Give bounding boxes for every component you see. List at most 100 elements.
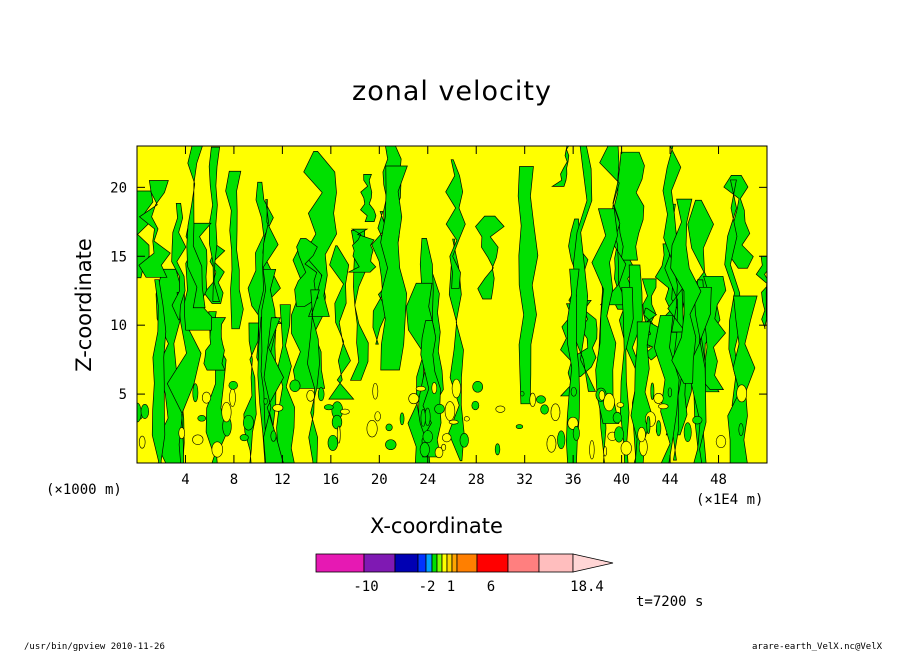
x-tick-label: 36: [565, 472, 582, 488]
small-cell: [221, 402, 232, 423]
small-cell: [197, 415, 207, 422]
y-tick-label: 5: [119, 387, 127, 403]
colorbar-segment: [417, 553, 427, 573]
small-cell: [451, 378, 462, 399]
small-cell: [327, 434, 339, 451]
negative-region: [380, 165, 408, 371]
small-cell: [459, 432, 469, 448]
small-cell: [408, 393, 420, 405]
small-cell: [570, 386, 577, 397]
colorbar-label: -2: [419, 579, 436, 595]
small-cell: [239, 434, 249, 442]
small-cell: [650, 382, 655, 400]
negative-region: [475, 215, 505, 300]
y-axis-label: Z-coordinate: [72, 238, 96, 372]
colorbar-segment: [441, 553, 448, 573]
small-cell: [519, 391, 525, 397]
x-axis-label: X-coordinate: [370, 514, 503, 538]
colorbar-segment: [425, 553, 433, 573]
chart-title: zonal velocity: [352, 76, 552, 107]
small-cell: [306, 389, 315, 402]
small-cell: [340, 408, 350, 415]
small-cell: [444, 401, 456, 421]
negative-region: [445, 159, 466, 289]
small-cell: [385, 423, 393, 432]
negative-region: [138, 180, 171, 278]
colorbar-arrow: [572, 553, 614, 573]
negative-region: [205, 311, 228, 463]
small-cell: [598, 390, 606, 401]
small-cell: [424, 407, 431, 426]
negative-region: [307, 289, 320, 463]
x-tick-label: 8: [230, 472, 238, 488]
small-cell: [736, 384, 748, 403]
small-cell: [614, 426, 624, 443]
x-tick-label: 4: [181, 472, 189, 488]
small-cell: [612, 411, 622, 424]
x-axis: 4 8 12 16 20 24 28 32 36 40 44 48: [181, 146, 727, 488]
colorbar-segment: [394, 553, 419, 573]
small-cell: [201, 391, 211, 404]
x-tick-label: 20: [371, 472, 388, 488]
colorbar-segment: [363, 553, 396, 573]
small-cell: [495, 405, 506, 413]
x-tick-label: 24: [419, 472, 436, 488]
y-axis: 5 10 15 20: [110, 180, 767, 403]
small-cell: [572, 426, 580, 441]
small-cell: [463, 416, 470, 422]
small-cell: [546, 434, 557, 453]
small-cell: [442, 433, 452, 443]
small-cell: [138, 435, 146, 449]
small-cell: [434, 446, 444, 459]
small-cell: [637, 427, 646, 443]
small-cell: [399, 412, 405, 426]
small-cell: [656, 420, 662, 437]
negative-region: [203, 317, 227, 371]
small-cell: [589, 440, 595, 460]
small-cell: [415, 386, 426, 392]
negative-region: [448, 238, 465, 462]
negative-region: [225, 170, 244, 330]
small-cell: [692, 415, 703, 425]
small-cell: [434, 403, 445, 414]
negative-region: [570, 146, 597, 392]
negative-region: [613, 151, 645, 261]
small-cell: [178, 427, 186, 440]
colorbar-segment: [507, 553, 540, 573]
small-cell: [331, 414, 343, 430]
negative-region: [551, 146, 570, 187]
small-cell: [738, 423, 744, 436]
colorbar-segment: [538, 553, 574, 573]
small-cell: [620, 441, 632, 456]
x-tick-label: 40: [613, 472, 630, 488]
colorbar-segment: [436, 553, 443, 573]
small-cell: [372, 382, 379, 400]
colorbar-label: 18.4: [570, 579, 604, 595]
small-cell: [192, 383, 199, 403]
footer-file-variable: arare-earth_VelX.nc@VelX: [752, 642, 883, 652]
small-cell: [272, 404, 284, 412]
small-cell: [211, 441, 224, 458]
small-cell: [603, 446, 608, 457]
colorbar: -10 -2 1 6 18.4: [315, 553, 614, 595]
colorbar-segment: [451, 553, 458, 573]
small-cell: [140, 404, 150, 419]
small-cell: [653, 393, 664, 404]
small-cell: [431, 382, 438, 394]
negative-region: [591, 208, 620, 424]
small-cell: [557, 430, 566, 450]
small-cell: [603, 393, 615, 412]
small-cell: [658, 403, 669, 410]
small-cell: [420, 409, 426, 427]
colorbar-segment: [446, 553, 453, 573]
negative-region: [166, 292, 202, 463]
small-cell: [536, 395, 546, 404]
negative-region: [151, 279, 167, 463]
negative-region: [727, 295, 758, 463]
x-tick-label: 32: [516, 472, 533, 488]
small-cell: [494, 443, 501, 456]
small-cell: [270, 430, 277, 442]
negative-region: [208, 146, 221, 302]
small-cell: [646, 415, 651, 434]
